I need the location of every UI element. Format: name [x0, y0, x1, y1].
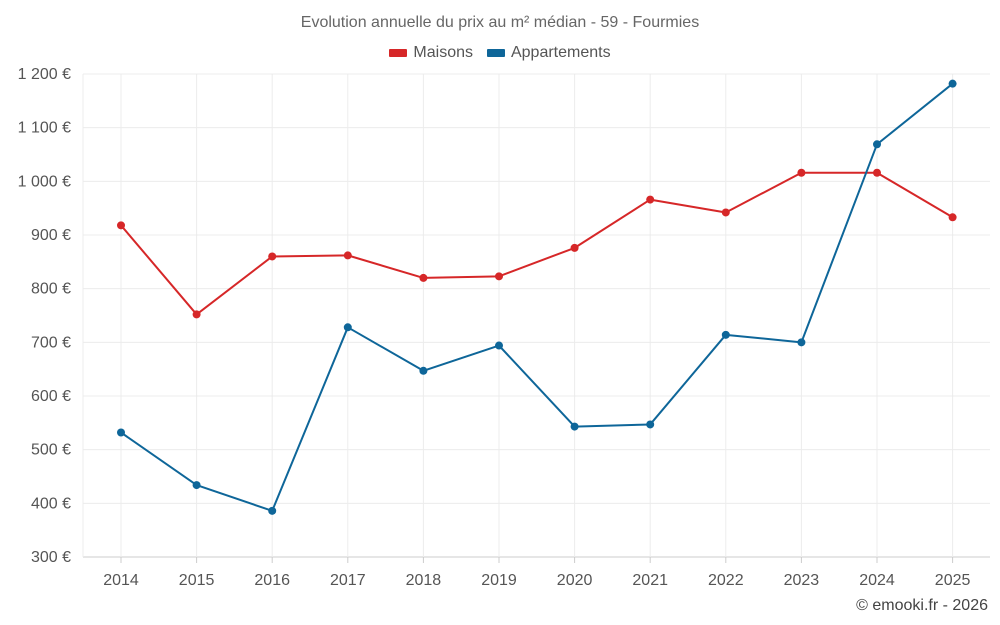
y-tick-label: 600 €: [31, 388, 71, 405]
legend-item-appartements[interactable]: Appartements: [486, 44, 611, 62]
x-tick-label: 2019: [481, 572, 517, 589]
data-point-appartements[interactable]: Appartements 2015: 434 €: [192, 481, 201, 490]
data-point-appartements[interactable]: Appartements 2016: 386 €: [268, 506, 277, 515]
x-tick-label: 2017: [330, 572, 366, 589]
legend-swatch-maisons: [389, 49, 408, 57]
series-group: Maisons 2014: 918 € Maisons 2015: 752 € Ma…: [117, 79, 957, 515]
legend-swatch-appartements: [486, 49, 505, 57]
legend-item-maisons[interactable]: Maisons: [389, 44, 473, 62]
data-point-appartements[interactable]: Appartements 2025: 1182 €: [948, 79, 957, 88]
series-line-appartements: [120, 82, 954, 512]
data-point-appartements[interactable]: Appartements 2019: 694 €: [495, 341, 503, 350]
data-point-maisons[interactable]: Maisons 2022: 942 €: [721, 208, 730, 217]
data-point-appartements[interactable]: Appartements 2017: 728 €: [343, 323, 352, 332]
legend-label-maisons: Maisons: [413, 44, 473, 61]
data-point-maisons[interactable]: Maisons 2023: 1016 €: [797, 168, 806, 177]
y-tick-label: 700 €: [31, 334, 71, 351]
data-point-appartements[interactable]: Appartements 2022: 714 €: [721, 330, 730, 339]
y-tick-label: 1 000 €: [18, 173, 71, 190]
data-point-maisons[interactable]: Maisons 2017: 862 €: [343, 251, 352, 260]
data-point-maisons[interactable]: Maisons 2018: 820 €: [419, 273, 428, 282]
x-tick-label: 2015: [179, 572, 215, 589]
data-point-appartements[interactable]: Appartements 2014: 532 €: [117, 428, 125, 437]
data-point-maisons[interactable]: Maisons 2020: 876 €: [570, 243, 579, 252]
data-point-appartements[interactable]: Appartements 2020: 543 €: [570, 422, 579, 431]
data-point-maisons[interactable]: Maisons 2021: 966 €: [646, 195, 655, 204]
x-tick-label: 2021: [632, 572, 668, 589]
x-tick-label: 2023: [784, 572, 820, 589]
data-point-maisons[interactable]: Maisons 2024: 1016 €: [873, 168, 881, 177]
data-point-appartements[interactable]: Appartements 2023: 700 €: [797, 338, 806, 347]
y-tick-label: 400 €: [31, 495, 71, 512]
data-point-appartements[interactable]: Appartements 2024: 1069 €: [873, 140, 881, 149]
chart-title: Evolution annuelle du prix au m² médian …: [300, 14, 700, 31]
copyright: © emooki.fr - 2026: [856, 597, 988, 614]
x-tick-label: 2022: [708, 572, 744, 589]
y-tick-label: 1 100 €: [18, 120, 71, 137]
y-tick-label: 300 €: [31, 549, 71, 566]
data-point-maisons[interactable]: Maisons 2015: 752 €: [192, 310, 201, 319]
x-tick-label: 2018: [406, 572, 442, 589]
y-tick-label: 1 200 €: [18, 66, 71, 83]
data-point-maisons[interactable]: Maisons 2019: 823 €: [495, 272, 503, 281]
x-tick-label: 2025: [935, 572, 971, 589]
y-axis: 300 € 400 € 500 € 600 € 700 € 800 € 900 € 1 000…: [18, 66, 71, 566]
y-tick-label: 500 €: [31, 442, 71, 459]
legend: Maisons Appartements: [0, 44, 1000, 62]
x-tick-label: 2016: [254, 572, 290, 589]
legend-label-appartements: Appartements: [510, 44, 611, 61]
series-line-maisons: [120, 171, 954, 316]
y-tick-label: 900 €: [31, 227, 71, 244]
data-point-maisons[interactable]: Maisons 2025: 933 €: [948, 213, 957, 222]
x-axis: 2014 2015 2016 2017 2018 2019 2020 2021 2022 2023…: [103, 557, 970, 589]
data-point-maisons[interactable]: Maisons 2014: 918 €: [117, 221, 125, 230]
data-point-appartements[interactable]: Appartements 2021: 547 €: [646, 420, 655, 429]
data-point-appartements[interactable]: Appartements 2018: 647 €: [419, 366, 428, 375]
x-tick-label: 2014: [103, 572, 139, 589]
grid: [82, 73, 990, 558]
x-tick-label: 2024: [859, 572, 895, 589]
x-tick-label: 2020: [557, 572, 593, 589]
y-tick-label: 800 €: [31, 281, 71, 298]
data-point-maisons[interactable]: Maisons 2016: 860 €: [268, 252, 277, 261]
